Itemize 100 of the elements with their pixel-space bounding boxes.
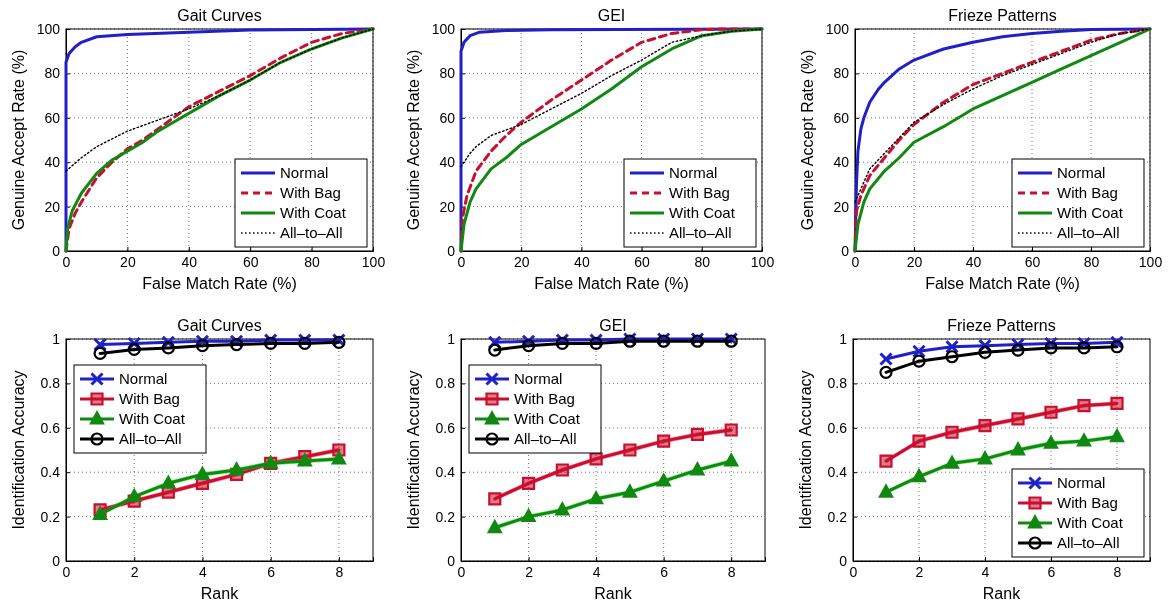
legend-label: All–to–All — [669, 224, 732, 241]
x-tick-label: 100 — [750, 253, 775, 270]
chart-title: Gait Curves — [177, 317, 262, 334]
x-tick-label: 2 — [525, 563, 534, 580]
y-tick-label: 0 — [52, 552, 61, 569]
x-tick-label: 80 — [1083, 253, 1100, 270]
y-tick-label: 60 — [439, 109, 456, 126]
y-tick-label: 0.8 — [435, 375, 456, 392]
x-tick-label: 20 — [906, 253, 923, 270]
legend-label: With Bag — [280, 184, 341, 201]
legend-label: With Coat — [119, 410, 186, 427]
chart-title: Frieze Patterns — [948, 7, 1057, 24]
y-tick-label: 0.8 — [827, 375, 848, 392]
chart-title: GEI — [599, 317, 627, 334]
y-tick-label: 0.2 — [40, 508, 61, 525]
y-tick-label: 20 — [44, 198, 61, 215]
y-tick-label: 0.4 — [40, 464, 61, 481]
x-tick-label: 20 — [513, 253, 530, 270]
x-tick-label: 80 — [304, 253, 321, 270]
x-axis-title: Rank — [594, 585, 633, 602]
legend-label: With Coat — [1057, 514, 1124, 531]
x-tick-label: 4 — [199, 563, 208, 580]
legend-label: With Bag — [1057, 184, 1118, 201]
y-tick-label: 40 — [439, 154, 456, 171]
legend-label: With Coat — [669, 204, 736, 221]
x-axis-title: False Match Rate (%) — [534, 275, 689, 292]
legend-label: With Coat — [514, 410, 581, 427]
x-axis-title: Rank — [200, 585, 240, 602]
y-axis-title: Identification Accuracy — [797, 370, 814, 530]
legend-label: All–to–All — [280, 224, 343, 241]
chart-title: GEI — [597, 7, 626, 24]
y-axis-title: Genuine Accept Rate (%) — [405, 49, 422, 231]
y-axis-title: Identification Accuracy — [405, 370, 422, 530]
legend-label: All–to–All — [1057, 224, 1120, 241]
y-tick-label: 0.6 — [827, 419, 848, 436]
legend-label: Normal — [1057, 474, 1106, 491]
legend-label: Normal — [119, 370, 168, 387]
x-tick-label: 100 — [1138, 253, 1163, 270]
y-tick-label: 0.6 — [435, 419, 456, 436]
x-tick-label: 60 — [1024, 253, 1041, 270]
y-axis-title: Genuine Accept Rate (%) — [799, 49, 816, 231]
y-tick-label: 0.4 — [827, 464, 848, 481]
x-axis-title: False Match Rate (%) — [142, 275, 297, 292]
legend-label: Normal — [280, 164, 329, 181]
y-tick-label: 0 — [52, 242, 61, 259]
y-tick-label: 0 — [447, 242, 456, 259]
y-tick-label: 0 — [841, 242, 850, 259]
y-axis-title: Identification Accuracy — [10, 370, 27, 530]
y-tick-label: 100 — [431, 20, 456, 37]
legend-label: Normal — [669, 164, 718, 181]
chart-title: Frieze Patterns — [947, 317, 1056, 334]
legend-label: With Bag — [514, 390, 575, 407]
legend-label: With Bag — [669, 184, 730, 201]
x-tick-label: 8 — [335, 563, 344, 580]
y-tick-label: 0 — [839, 552, 848, 569]
y-tick-label: 0.2 — [827, 508, 848, 525]
legend-label: With Bag — [119, 390, 180, 407]
y-tick-label: 100 — [36, 20, 61, 37]
legend-label: With Coat — [280, 204, 347, 221]
x-tick-label: 60 — [242, 253, 259, 270]
legend-label: With Coat — [1057, 204, 1124, 221]
x-tick-label: 2 — [130, 563, 139, 580]
x-tick-label: 100 — [361, 253, 386, 270]
x-tick-label: 4 — [981, 563, 990, 580]
legend-label: Normal — [1057, 164, 1106, 181]
y-tick-label: 0.2 — [435, 508, 456, 525]
x-tick-label: 40 — [181, 253, 198, 270]
y-tick-label: 80 — [439, 65, 456, 82]
x-tick-label: 2 — [915, 563, 924, 580]
x-tick-label: 6 — [267, 563, 276, 580]
y-tick-label: 40 — [44, 154, 61, 171]
y-tick-label: 60 — [833, 109, 850, 126]
legend-label: All–to–All — [1057, 534, 1120, 551]
y-tick-label: 80 — [833, 65, 850, 82]
x-tick-label: 6 — [660, 563, 669, 580]
chart-title: Gait Curves — [177, 7, 262, 24]
x-tick-label: 40 — [965, 253, 982, 270]
y-axis-title: Genuine Accept Rate (%) — [10, 49, 27, 231]
x-tick-label: 40 — [574, 253, 590, 270]
legend-label: All–to–All — [514, 430, 577, 447]
y-tick-label: 40 — [833, 154, 850, 171]
legend-label: All–to–All — [119, 430, 182, 447]
y-tick-label: 0 — [447, 552, 456, 569]
y-tick-label: 0.6 — [40, 419, 61, 436]
x-tick-label: 8 — [1113, 563, 1122, 580]
x-tick-label: 20 — [120, 253, 136, 270]
y-tick-label: 100 — [825, 20, 850, 37]
x-axis-title: False Match Rate (%) — [925, 275, 1080, 292]
y-tick-label: 20 — [833, 198, 850, 215]
legend-label: Normal — [514, 370, 563, 387]
x-axis-title: Rank — [982, 585, 1022, 602]
y-tick-label: 1 — [839, 330, 848, 347]
y-tick-label: 80 — [44, 65, 61, 82]
y-tick-label: 60 — [44, 109, 61, 126]
y-tick-label: 1 — [447, 330, 456, 347]
y-tick-label: 0.8 — [40, 375, 61, 392]
y-tick-label: 0.4 — [435, 464, 456, 481]
x-tick-label: 4 — [592, 563, 601, 580]
legend-label: With Bag — [1057, 494, 1118, 511]
y-tick-label: 1 — [52, 330, 61, 347]
